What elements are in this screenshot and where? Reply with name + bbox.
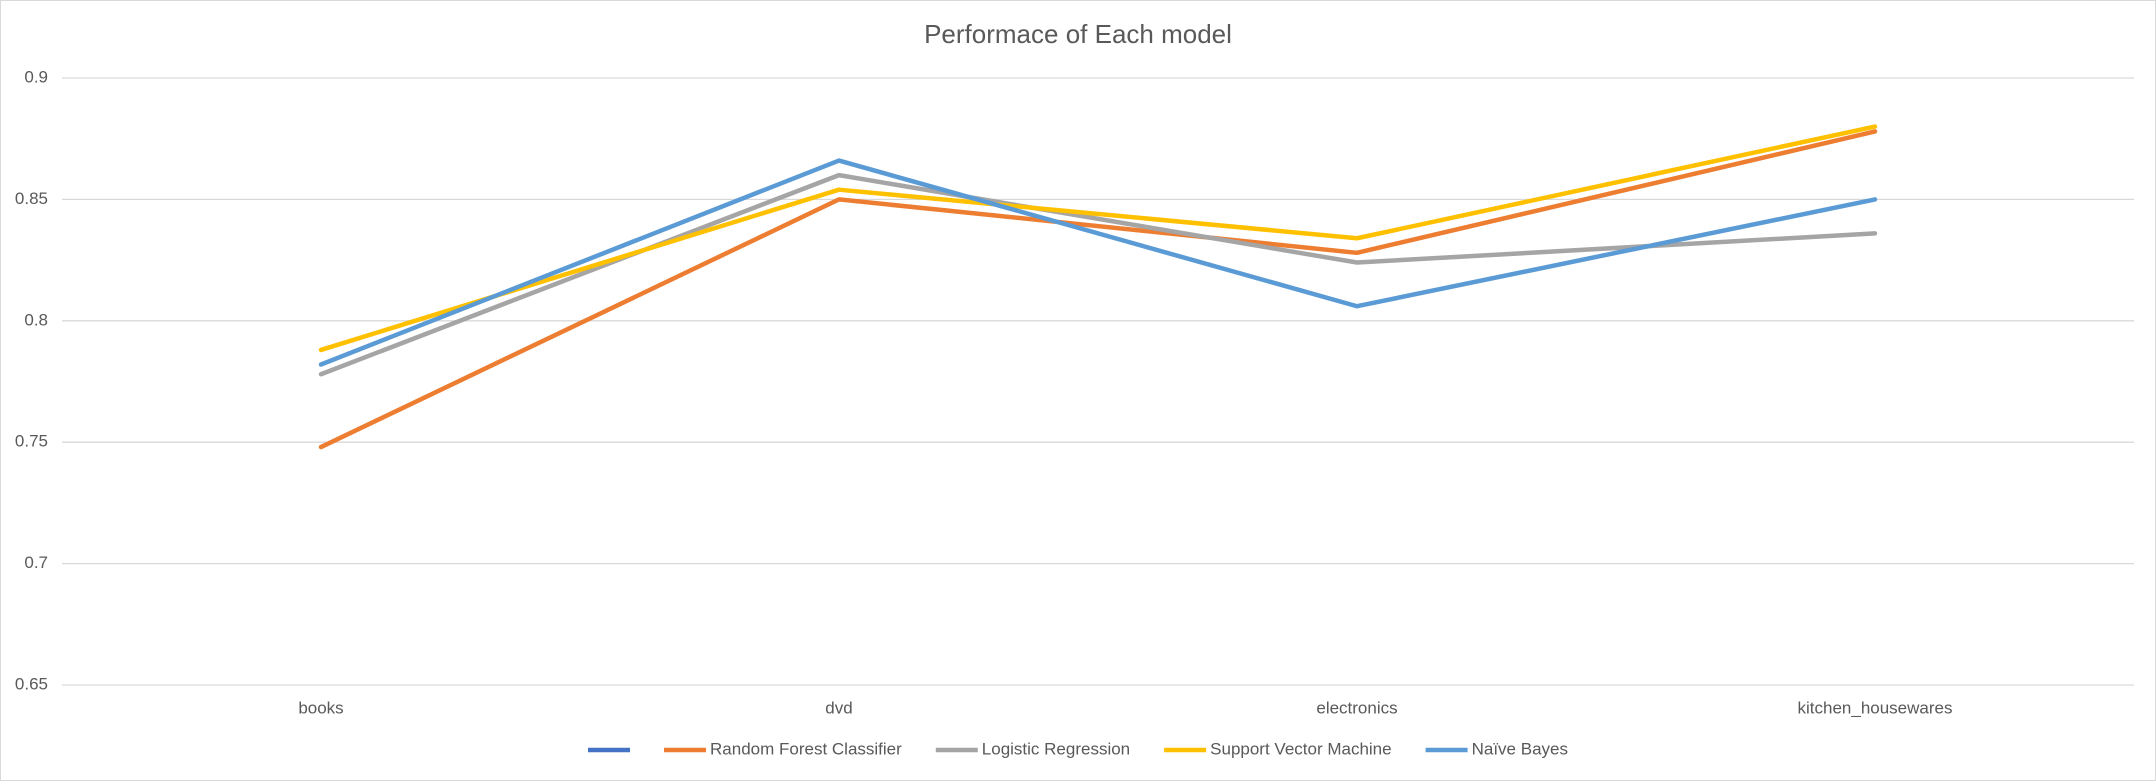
y-tick-label: 0.65	[15, 674, 48, 693]
series-line	[318, 172, 1878, 377]
series-line	[318, 158, 1878, 367]
x-tick-label: electronics	[1316, 698, 1397, 717]
legend: Random Forest Classifier Logistic Regress…	[588, 739, 1568, 758]
legend-label: Random Forest Classifier	[710, 739, 902, 758]
series-line	[318, 129, 1878, 450]
y-tick-label: 0.85	[15, 189, 48, 208]
legend-label: Naïve Bayes	[1472, 739, 1568, 758]
x-tick-label: kitchen_housewares	[1798, 698, 1953, 717]
x-tick-label: books	[298, 698, 343, 717]
legend-label: Logistic Regression	[982, 739, 1130, 758]
y-tick-label: 0.75	[15, 432, 48, 451]
y-tick-label: 0.9	[24, 67, 48, 86]
y-tick-label: 0.8	[24, 310, 48, 329]
x-tick-label: dvd	[825, 698, 852, 717]
series-line	[318, 124, 1878, 353]
legend-label: Support Vector Machine	[1210, 739, 1391, 758]
y-tick-label: 0.7	[24, 553, 48, 572]
chart-title: Performace of Each model	[924, 19, 1232, 49]
